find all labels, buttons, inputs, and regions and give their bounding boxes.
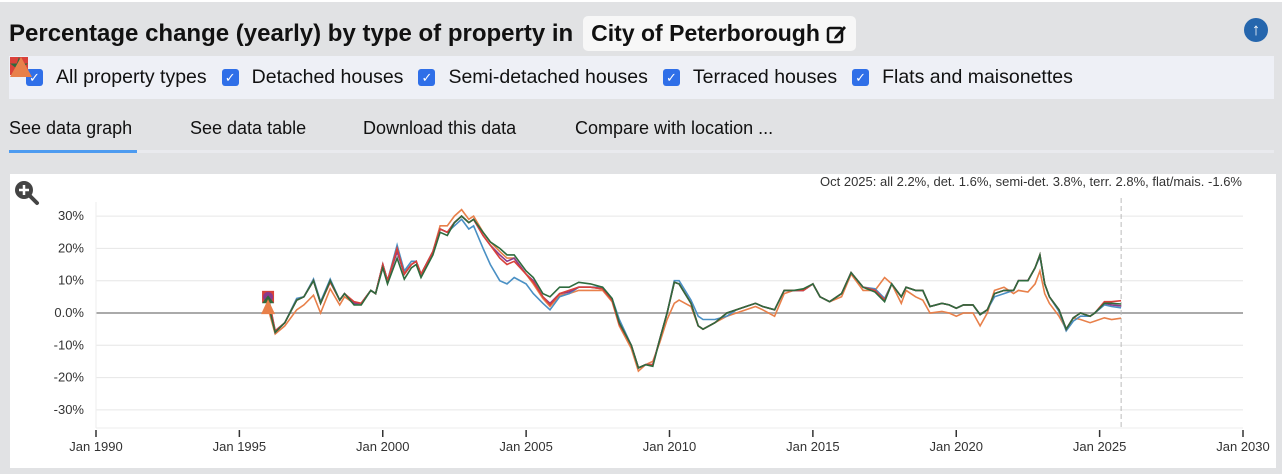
x-tick-label: Jan 1995 <box>213 439 267 454</box>
x-tick-label: Jan 2025 <box>1073 439 1127 454</box>
tab-see-data-table[interactable]: See data table <box>190 118 307 138</box>
series-line-detached-houses <box>267 218 1122 369</box>
x-tick-label: Jan 2005 <box>499 439 553 454</box>
pencil-square-icon <box>826 25 846 43</box>
legend-label: Detached houses <box>251 66 404 88</box>
legend-label: All property types <box>56 66 207 88</box>
x-tick-label: Jan 1990 <box>69 439 123 454</box>
legend-item[interactable]: ✓ Detached houses <box>10 57 404 89</box>
x-tick-label: Jan 2020 <box>930 439 984 454</box>
tab-divider <box>9 150 1274 153</box>
page-title: Percentage change (yearly) by type of pr… <box>9 16 856 51</box>
tab-compare-location[interactable]: Compare with location ... <box>575 118 774 138</box>
legend-item[interactable]: ✓ Semi-detached houses <box>10 57 648 89</box>
legend: ✓ All property types ✓ Detached houses ✓ Semi… <box>9 56 1274 99</box>
legend-label: Flats and maisonettes <box>882 66 1073 88</box>
checkbox[interactable]: ✓ <box>852 69 870 86</box>
legend-item[interactable]: ✓ Flats and maisonettes <box>10 57 1073 89</box>
flats-marker <box>261 299 276 315</box>
y-tick-label: -10% <box>54 337 85 352</box>
y-tick-label: 30% <box>58 208 84 223</box>
series-line-flats-and-maisonettes <box>267 208 1122 373</box>
location-name: City of Peterborough <box>591 20 820 46</box>
x-tick-label: Jan 2030 <box>1216 439 1270 454</box>
series-line-terraced-houses <box>267 215 1122 369</box>
y-tick-label: -30% <box>54 402 85 417</box>
x-tick-label: Jan 2000 <box>356 439 410 454</box>
title-text: Percentage change (yearly) by type of pr… <box>9 19 574 47</box>
checkbox[interactable]: ✓ <box>662 69 680 86</box>
checkbox[interactable]: ✓ <box>221 69 239 86</box>
x-tick-label: Jan 2010 <box>643 439 697 454</box>
active-tab-indicator <box>9 150 137 153</box>
y-tick-label: -20% <box>54 370 85 385</box>
x-tick-label: Jan 2015 <box>786 439 840 454</box>
checkbox[interactable]: ✓ <box>418 69 436 86</box>
zoom-in-icon[interactable] <box>14 180 40 206</box>
chart-panel: 30% 20% 10% 0.0% -10% -20% -30% Jan 1990 Jan 199… <box>10 174 1276 468</box>
y-tick-label: 10% <box>58 273 84 288</box>
arrow-up-circle-icon[interactable]: ↑ <box>1244 18 1268 42</box>
tab-download-data[interactable]: Download this data <box>363 118 517 138</box>
legend-label: Semi-detached houses <box>448 66 648 88</box>
line-chart: 30% 20% 10% 0.0% -10% -20% -30% Jan 1990 Jan 199… <box>54 198 1270 454</box>
legend-item[interactable]: ✓ Terraced houses <box>10 57 838 89</box>
latest-values-summary: Oct 2025: all 2.2%, det. 1.6%, semi-det.… <box>820 174 1242 189</box>
checkbox[interactable]: ✓ <box>26 69 43 86</box>
tab-see-data-graph[interactable]: See data graph <box>9 118 133 138</box>
location-selector[interactable]: City of Peterborough <box>583 16 856 51</box>
y-tick-label: 0.0% <box>54 305 84 320</box>
legend-label: Terraced houses <box>692 66 838 88</box>
y-tick-label: 20% <box>58 240 84 255</box>
legend-item[interactable]: ✓ All property types <box>10 57 207 89</box>
